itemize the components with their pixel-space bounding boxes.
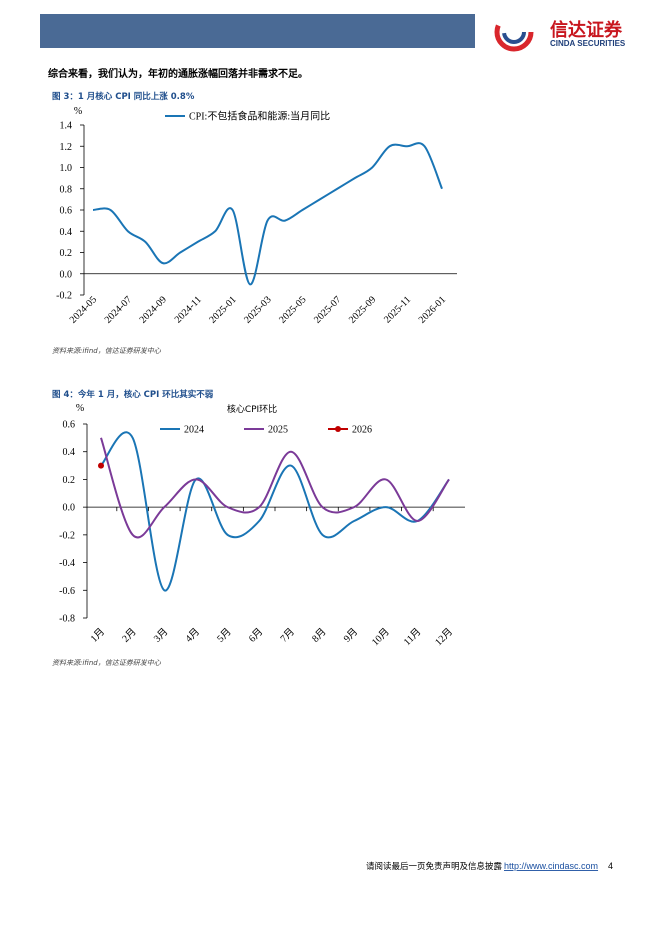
x-tick-label: 2024-05 xyxy=(68,294,99,325)
y-tick-label: 0.4 xyxy=(63,447,76,458)
series-line xyxy=(100,437,450,539)
y-tick-label: -0.6 xyxy=(59,586,75,597)
x-tick-label: 2026-01 xyxy=(417,294,448,325)
y-tick-label: 1.0 xyxy=(60,163,73,174)
header-bar xyxy=(40,14,475,48)
x-tick-label: 2025-01 xyxy=(207,294,238,325)
y-tick-label: 0.4 xyxy=(60,227,73,238)
series-line xyxy=(100,431,450,592)
x-tick-label: 2024-07 xyxy=(103,294,134,325)
x-tick-label: 7月 xyxy=(278,626,297,645)
y-tick-label: -0.2 xyxy=(59,530,75,541)
figure-source: 资料来源:ifind，信达证券研发中心 xyxy=(52,347,162,355)
figure-caption: 图 4：今年 1 月，核心 CPI 环比其实不弱 xyxy=(52,389,214,400)
x-tick-label: 3月 xyxy=(151,626,170,645)
x-tick-label: 9月 xyxy=(341,626,360,645)
x-tick-label: 6月 xyxy=(246,626,265,645)
y-tick-label: 1.4 xyxy=(60,121,73,132)
y-tick-label: 0.2 xyxy=(60,248,73,259)
y-tick-label: 0.2 xyxy=(63,475,76,486)
y-tick-label: 0.0 xyxy=(63,503,76,514)
x-tick-label: 2025-05 xyxy=(277,294,308,325)
y-tick-label: -0.4 xyxy=(59,558,75,569)
y-tick-label: 0.6 xyxy=(60,206,73,217)
x-tick-label: 11月 xyxy=(401,626,423,648)
y-tick-label: 0.8 xyxy=(60,184,73,195)
x-tick-label: 10月 xyxy=(369,626,392,649)
legend-marker xyxy=(335,426,341,432)
logo: 信达证券 CINDA SECURITIES xyxy=(494,12,626,52)
y-tick-label: 0.0 xyxy=(60,269,73,280)
logo-name: 信达证券 xyxy=(550,19,623,41)
x-tick-label: 5月 xyxy=(215,626,234,645)
y-tick-label: 0.6 xyxy=(63,420,76,431)
legend-label: CPI:不包括食品和能源:当月同比 xyxy=(189,110,330,123)
x-tick-label: 4月 xyxy=(183,626,202,645)
y-tick-label: -0.2 xyxy=(56,291,72,302)
logo-ring xyxy=(494,12,534,52)
y-axis-unit: % xyxy=(76,403,84,414)
series-marker xyxy=(98,462,104,469)
chart-title: 核心CPI环比 xyxy=(227,403,277,415)
series-line xyxy=(92,142,443,286)
x-tick-label: 2025-09 xyxy=(347,294,378,325)
figure-caption: 图 3：1 月核心 CPI 同比上涨 0.8% xyxy=(52,91,195,102)
y-tick-label: -0.8 xyxy=(59,614,75,625)
y-axis-unit: % xyxy=(74,106,82,117)
x-tick-label: 2月 xyxy=(120,626,139,645)
legend-label: 2024 xyxy=(184,425,204,436)
figure-source: 资料来源:ifind，信达证券研发中心 xyxy=(52,659,162,667)
body-text: 综合来看，我们认为，年初的通胀涨幅回落并非需求不足。 xyxy=(48,67,308,80)
x-tick-label: 2025-07 xyxy=(312,294,343,325)
x-tick-label: 2024-11 xyxy=(173,294,204,325)
x-tick-label: 2025-11 xyxy=(382,294,413,325)
x-tick-label: 12月 xyxy=(432,626,455,649)
footer-text: 请阅读最后一页免责声明及信息披露 xyxy=(366,861,503,872)
legend-label: 2025 xyxy=(268,425,288,436)
page-number: 4 xyxy=(608,861,613,871)
x-tick-label: 1月 xyxy=(88,626,107,645)
logo-sub: CINDA SECURITIES xyxy=(550,39,626,48)
logo-ring-inner xyxy=(502,20,526,44)
footer-link[interactable]: http://www.cindasc.com xyxy=(504,861,598,871)
y-tick-label: 1.2 xyxy=(60,142,73,153)
legend-label: 2026 xyxy=(352,425,372,436)
x-tick-label: 8月 xyxy=(309,626,328,645)
x-tick-label: 2025-03 xyxy=(242,294,273,325)
x-tick-label: 2024-09 xyxy=(138,294,169,325)
